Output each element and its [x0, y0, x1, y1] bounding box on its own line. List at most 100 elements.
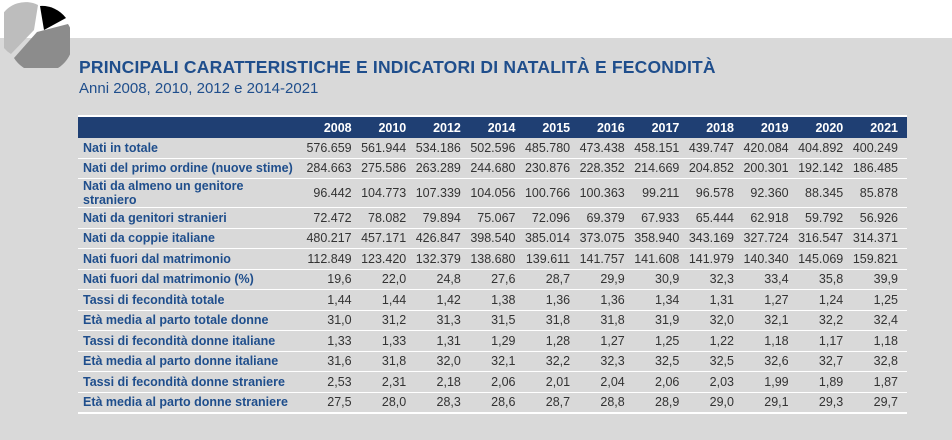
table-cell: 56.926 [852, 207, 907, 229]
table-cell: 1,99 [743, 371, 798, 393]
table-cell: 30,9 [633, 269, 689, 290]
table-cell: 100.766 [524, 178, 580, 208]
table-row: Età media al parto donne straniere 27,5 28… [78, 392, 907, 414]
table-cell: 398.540 [469, 228, 525, 249]
table-cell: 228.352 [579, 158, 634, 179]
table-cell: 32,0 [415, 351, 470, 372]
row-label: Nati da almeno un genitore straniero [78, 178, 306, 208]
table-row: Età media al parto donne italiane 31,6 31,… [78, 351, 907, 372]
table-cell: 28,7 [524, 392, 580, 414]
table-cell: 426.847 [415, 228, 470, 249]
table-cell: 59.792 [797, 207, 853, 229]
table-cell: 400.249 [852, 138, 907, 159]
table-cell: 1,27 [579, 330, 634, 352]
table-cell: 534.186 [415, 138, 470, 159]
table-cell: 439.747 [688, 138, 743, 159]
table-cell: 72.096 [524, 207, 580, 229]
table-cell: 32,5 [688, 351, 743, 372]
row-label: Tassi di fecondità donne italiane [78, 330, 306, 352]
table-cell: 32,2 [524, 351, 580, 372]
table-cell: 140.340 [743, 248, 798, 270]
table-cell: 32,4 [852, 310, 907, 331]
table-cell: 1,28 [524, 330, 580, 352]
table-cell: 1,44 [360, 289, 416, 311]
table-row: Tassi di fecondità donne italiane 1,33 1,3… [78, 330, 907, 352]
page-title: PRINCIPALI CARATTERISTICHE E INDICATORI … [79, 57, 716, 77]
table-cell: 1,22 [688, 330, 743, 352]
table-cell: 32,0 [688, 310, 743, 331]
table-cell: 29,0 [688, 392, 743, 414]
table-row: Nati da coppie italiane 480.217 457.171 426… [78, 228, 907, 249]
table-cell: 32,7 [797, 351, 853, 372]
table-cell: 1,33 [360, 330, 416, 352]
table-cell: 33,4 [743, 269, 798, 290]
table-cell: 123.420 [360, 248, 416, 270]
table-cell: 473.438 [579, 138, 634, 159]
column-header: 2019 [743, 115, 798, 138]
table-cell: 32,8 [852, 351, 907, 372]
table-cell: 2,04 [579, 371, 634, 393]
table-cell: 485.780 [524, 138, 580, 159]
table-cell: 186.485 [852, 158, 907, 179]
row-label: Nati fuori dal matrimonio [78, 248, 306, 270]
table-cell: 29,7 [852, 392, 907, 414]
column-header: 2012 [415, 115, 470, 138]
table-cell: 104.773 [360, 178, 416, 208]
row-label: Età media al parto donne straniere [78, 392, 306, 414]
table-cell: 29,9 [579, 269, 634, 290]
table-cell: 32,2 [797, 310, 853, 331]
row-label: Nati da genitori stranieri [78, 207, 306, 229]
table-cell: 32,3 [579, 351, 634, 372]
table-cell: 1,36 [579, 289, 634, 311]
column-header: 2015 [524, 115, 580, 138]
table-cell: 27,6 [469, 269, 525, 290]
table-cell: 2,06 [633, 371, 689, 393]
table-cell: 32,1 [743, 310, 798, 331]
table-cell: 31,3 [415, 310, 470, 331]
table-row: Nati fuori dal matrimonio (%) 19,6 22,0 24,… [78, 269, 907, 290]
table-cell: 27,5 [306, 392, 361, 414]
table-cell: 420.084 [743, 138, 798, 159]
table-cell: 28,3 [415, 392, 470, 414]
table-cell: 480.217 [306, 228, 361, 249]
table-cell: 1,87 [852, 371, 907, 393]
table-cell: 2,31 [360, 371, 416, 393]
table-cell: 96.442 [306, 178, 361, 208]
table-cell: 31,8 [524, 310, 580, 331]
table-cell: 1,42 [415, 289, 470, 311]
column-header: 2021 [852, 115, 907, 138]
table-row: Nati in totale 576.659 561.944 534.186 502.5… [78, 138, 907, 159]
row-label: Tassi di fecondità totale [78, 289, 306, 311]
table-cell: 28,8 [579, 392, 634, 414]
table-cell: 1,18 [743, 330, 798, 352]
table-cell: 79.894 [415, 207, 470, 229]
table-row: Tassi di fecondità donne straniere 2,53 2,… [78, 371, 907, 393]
table-cell: 2,03 [688, 371, 743, 393]
table-cell: 561.944 [360, 138, 416, 159]
table-cell: 32,5 [633, 351, 689, 372]
table-cell: 2,01 [524, 371, 580, 393]
table-cell: 1,24 [797, 289, 853, 311]
table-cell: 96.578 [688, 178, 743, 208]
table-cell: 457.171 [360, 228, 416, 249]
table-cell: 1,29 [469, 330, 525, 352]
table-cell: 2,53 [306, 371, 361, 393]
table-cell: 31,5 [469, 310, 525, 331]
table-cell: 1,27 [743, 289, 798, 311]
table-cell: 75.067 [469, 207, 525, 229]
table-cell: 458.151 [633, 138, 689, 159]
table-cell: 39,9 [852, 269, 907, 290]
table-header-row: 2008 2010 2012 2014 2015 2016 2017 2018 2019 2020… [78, 115, 907, 138]
table-cell: 1,18 [852, 330, 907, 352]
table-cell: 1,38 [469, 289, 525, 311]
table-cell: 1,34 [633, 289, 689, 311]
table-cell: 1,33 [306, 330, 361, 352]
table-cell: 230.876 [524, 158, 580, 179]
table-cell: 32,6 [743, 351, 798, 372]
table-cell: 316.547 [797, 228, 853, 249]
table-cell: 78.082 [360, 207, 416, 229]
table-cell: 67.933 [633, 207, 689, 229]
table-cell: 31,6 [306, 351, 361, 372]
table-cell: 24,8 [415, 269, 470, 290]
table-cell: 62.918 [743, 207, 798, 229]
